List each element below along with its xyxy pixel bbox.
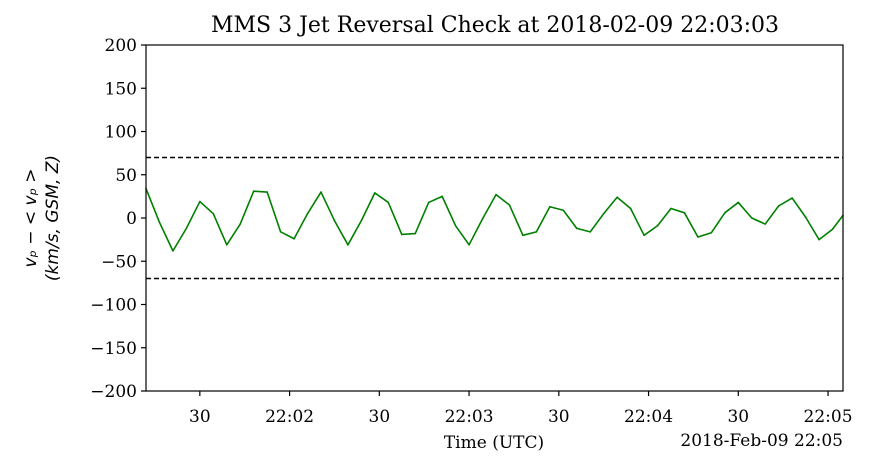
- data-point: [508, 204, 511, 206]
- data-point: [804, 216, 807, 218]
- x-tick-label: 30: [189, 407, 211, 427]
- y-tick-label: 150: [105, 79, 137, 99]
- data-point: [737, 201, 740, 204]
- x-tick-label: 22:03: [445, 407, 494, 427]
- data-point: [225, 244, 228, 246]
- data-point: [427, 201, 430, 204]
- x-tick-label: 30: [369, 407, 391, 427]
- x-tick-label: 22:04: [624, 407, 673, 427]
- data-point: [522, 234, 524, 237]
- data-point: [481, 218, 484, 220]
- data-point: [387, 201, 390, 204]
- plot-frame: [145, 44, 844, 392]
- data-point: [831, 228, 834, 231]
- data-point: [185, 227, 188, 230]
- x-tick-label: 30: [548, 407, 570, 427]
- data-point: [266, 191, 268, 193]
- data-point: [683, 212, 686, 214]
- data-point: [279, 231, 282, 233]
- x-tick-label: 22:05: [804, 407, 853, 427]
- y-tick-label: 200: [105, 36, 137, 56]
- data-point: [306, 212, 309, 215]
- data-point: [818, 238, 820, 241]
- threshold-lines: [146, 156, 843, 280]
- data-point: [562, 209, 565, 212]
- data-point: [199, 200, 201, 203]
- data-point: [212, 212, 215, 215]
- data-point: [239, 223, 242, 225]
- data-point: [777, 205, 780, 207]
- x-axis: 30 22:02 30 22:03 30 22:04 30 22:05: [189, 391, 853, 427]
- x-axis-label: Time (UTC): [444, 433, 544, 453]
- data-point: [791, 197, 793, 199]
- data-point: [656, 224, 659, 227]
- data-point: [414, 232, 417, 235]
- data-point: [710, 231, 713, 234]
- chart-title: MMS 3 Jet Reversal Check at 2018-02-09 2…: [211, 13, 779, 38]
- x-corner-datetime-label: 2018-Feb-09 22:05: [680, 431, 843, 451]
- y-tick-label: −150: [90, 339, 137, 359]
- series-layer: [145, 187, 844, 252]
- data-point: [750, 217, 753, 219]
- data-point: [374, 192, 376, 194]
- data-point: [575, 227, 578, 230]
- data-point: [293, 237, 295, 240]
- data-point: [320, 191, 322, 193]
- y-axis: 200 150 100 50 0 −50 −100 −150 −200: [90, 36, 146, 402]
- data-point: [454, 224, 457, 227]
- data-point: [616, 196, 618, 199]
- y-tick-label: −100: [90, 296, 137, 316]
- data-point: [158, 221, 161, 224]
- data-point: [468, 244, 470, 246]
- y-tick-label: 100: [105, 123, 137, 143]
- data-point: [360, 219, 363, 222]
- data-point: [629, 207, 632, 210]
- data-point: [252, 190, 255, 192]
- data-point: [643, 234, 645, 237]
- data-point: [172, 250, 174, 252]
- data-point: [670, 207, 672, 210]
- data-point: [697, 236, 699, 238]
- data-point: [549, 205, 551, 208]
- data-point: [589, 231, 592, 233]
- y-tick-label: −50: [101, 252, 137, 272]
- data-point: [347, 244, 349, 246]
- data-point: [441, 195, 443, 198]
- data-point: [724, 212, 726, 214]
- series-line-0: [145, 188, 844, 252]
- y-axis-label-line1: vₚ − < vₚ >: [21, 168, 41, 267]
- data-point: [764, 223, 767, 225]
- x-tick-label: 22:02: [265, 407, 314, 427]
- y-tick-label: 50: [115, 166, 137, 186]
- data-point: [333, 219, 336, 222]
- data-point: [602, 212, 605, 215]
- y-tick-label: 0: [126, 209, 137, 229]
- data-point: [495, 193, 497, 196]
- data-point: [535, 231, 538, 233]
- y-tick-label: −200: [90, 382, 137, 402]
- data-point: [400, 233, 403, 236]
- y-axis-label-line2: (km/s, GSM, Z): [43, 155, 63, 281]
- x-tick-label: 30: [727, 407, 749, 427]
